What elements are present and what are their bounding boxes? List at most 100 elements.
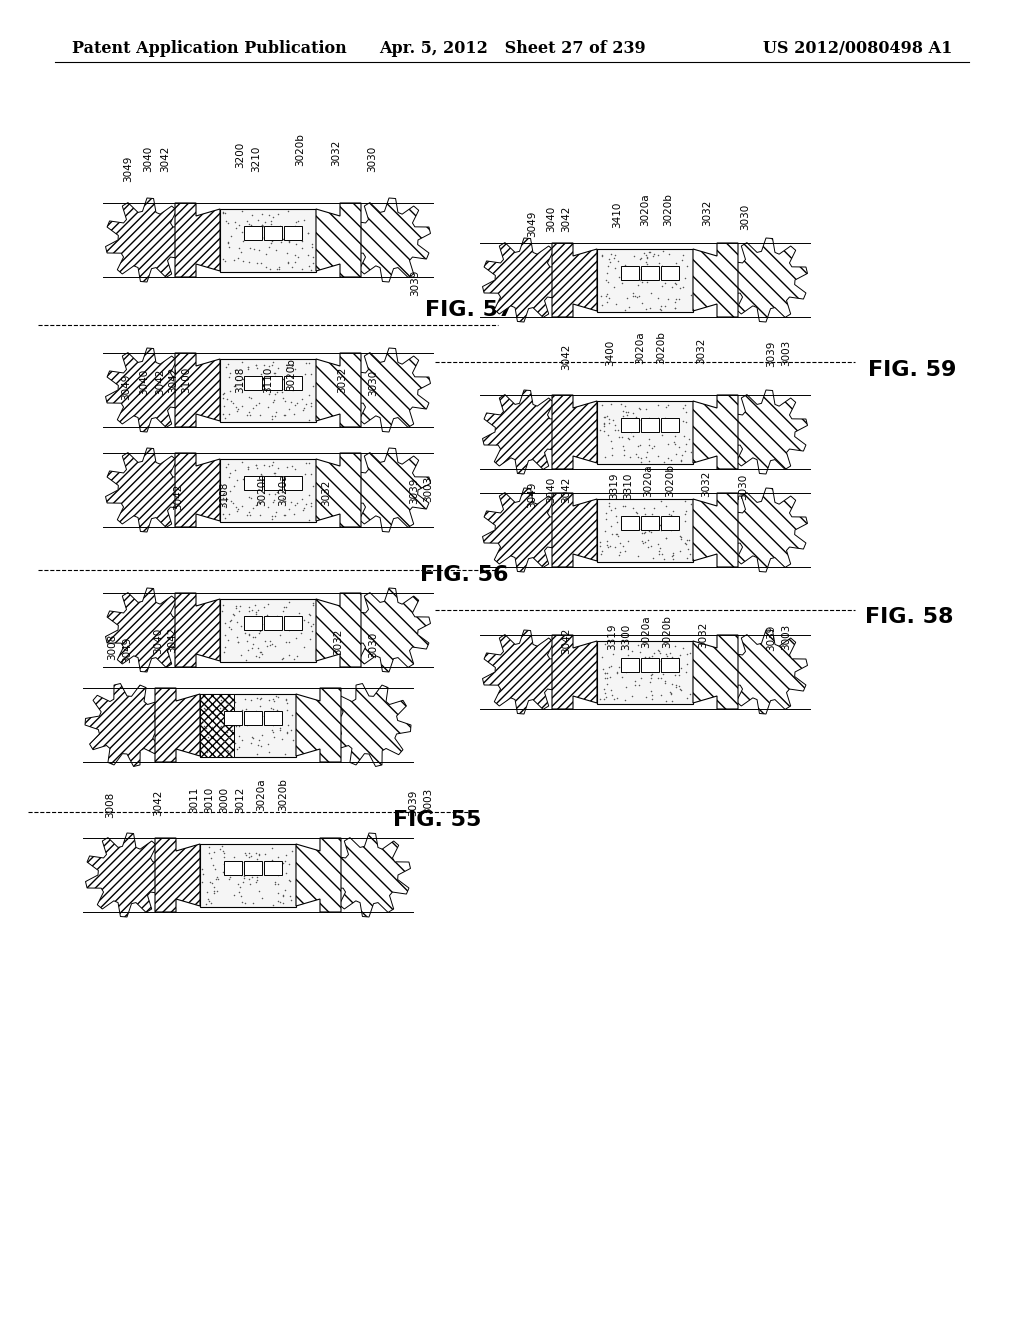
Point <box>300 384 316 405</box>
Point <box>274 487 291 508</box>
Point <box>255 597 271 618</box>
Point <box>201 837 217 858</box>
Point <box>240 356 256 378</box>
Point <box>651 643 668 664</box>
Point <box>677 532 693 553</box>
Point <box>248 603 264 624</box>
Point <box>605 644 622 665</box>
Point <box>230 715 247 737</box>
Point <box>234 451 251 473</box>
Point <box>667 664 683 685</box>
Bar <box>224 861 242 875</box>
Point <box>251 392 267 413</box>
Point <box>267 874 284 895</box>
Point <box>221 367 238 388</box>
Point <box>677 491 693 512</box>
Text: 3042: 3042 <box>561 477 571 503</box>
Point <box>276 391 293 412</box>
Text: 3032: 3032 <box>696 338 706 364</box>
Point <box>657 528 674 549</box>
Point <box>218 356 234 378</box>
Point <box>294 238 310 259</box>
Text: 3032: 3032 <box>702 199 712 226</box>
Point <box>614 407 631 428</box>
Point <box>238 698 254 719</box>
Point <box>643 536 659 557</box>
Text: 3040: 3040 <box>139 368 150 395</box>
Point <box>268 685 285 706</box>
Point <box>633 248 649 269</box>
Point <box>256 705 272 726</box>
Point <box>265 698 282 719</box>
Text: 3020b: 3020b <box>665 465 675 498</box>
Point <box>650 407 667 428</box>
Point <box>251 623 267 644</box>
Point <box>595 416 611 437</box>
Point <box>219 388 236 409</box>
Polygon shape <box>105 348 188 432</box>
Point <box>252 861 268 882</box>
Text: 3000: 3000 <box>219 787 229 813</box>
Point <box>251 378 267 399</box>
Point <box>630 545 646 566</box>
Point <box>266 635 283 656</box>
Polygon shape <box>482 488 565 572</box>
Point <box>630 275 646 296</box>
Point <box>242 251 258 272</box>
Point <box>614 496 631 517</box>
Point <box>653 667 670 688</box>
Point <box>272 232 289 253</box>
Point <box>596 663 612 684</box>
Point <box>659 434 676 455</box>
Point <box>674 444 690 465</box>
Polygon shape <box>86 833 169 917</box>
Point <box>679 688 695 709</box>
Point <box>646 642 663 663</box>
Point <box>230 238 247 259</box>
Bar <box>662 418 679 432</box>
Text: 3300: 3300 <box>621 624 631 649</box>
Point <box>597 682 613 704</box>
Point <box>633 668 649 689</box>
Point <box>281 619 297 640</box>
Point <box>229 470 246 491</box>
Point <box>236 871 252 892</box>
Point <box>275 892 292 913</box>
Point <box>239 211 255 232</box>
Point <box>242 405 258 426</box>
Point <box>209 688 225 709</box>
Point <box>264 850 281 871</box>
Point <box>300 223 316 244</box>
Point <box>266 871 283 892</box>
Point <box>214 836 230 857</box>
Point <box>250 210 266 231</box>
Point <box>672 644 688 665</box>
Point <box>645 416 662 437</box>
Point <box>261 384 278 405</box>
Point <box>245 627 261 648</box>
Polygon shape <box>105 587 188 672</box>
Point <box>216 715 232 737</box>
Point <box>601 408 617 429</box>
Point <box>601 492 617 513</box>
Point <box>627 671 643 692</box>
Point <box>243 733 259 754</box>
Point <box>645 260 662 281</box>
Point <box>262 210 279 231</box>
Point <box>278 631 294 652</box>
Point <box>217 251 233 272</box>
Point <box>230 498 247 519</box>
Point <box>659 645 676 667</box>
Point <box>638 251 654 272</box>
Point <box>232 615 249 636</box>
Point <box>626 246 642 267</box>
Point <box>248 395 264 416</box>
Point <box>617 413 634 434</box>
Point <box>268 371 285 392</box>
Point <box>681 529 697 550</box>
Point <box>230 399 247 420</box>
Text: 3310: 3310 <box>623 473 633 499</box>
Point <box>677 504 693 525</box>
Point <box>673 657 689 678</box>
Point <box>601 288 617 309</box>
